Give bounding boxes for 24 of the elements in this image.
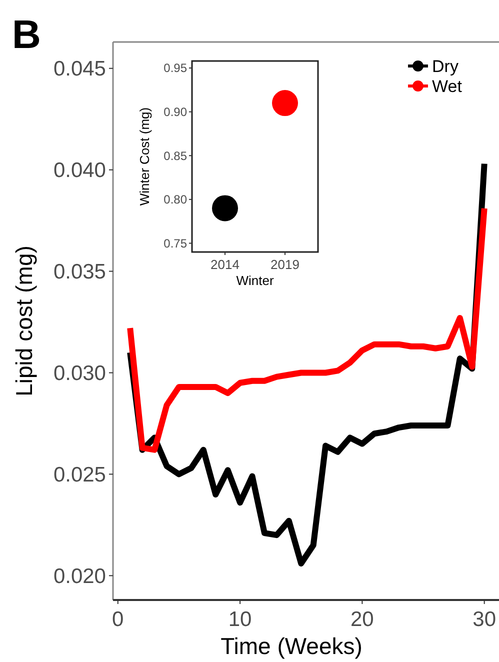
y-tick-label: 0.85: [164, 148, 188, 163]
y-tick-label: 0.045: [53, 58, 106, 81]
x-tick-label: 10: [228, 608, 252, 631]
y-tick-label: 0.95: [164, 61, 188, 76]
x-tick-label: 2019: [270, 257, 300, 272]
y-tick-label: 0.020: [53, 565, 106, 588]
legend-label: Wet: [432, 76, 462, 96]
y-tick-label: 0.75: [164, 236, 188, 250]
legend-label: Dry: [432, 56, 459, 76]
x-tick-label: 2014: [210, 257, 240, 272]
y-axis-title: Winter Cost (mg): [137, 107, 152, 206]
text: B: [12, 13, 41, 57]
x-tick-label: 0: [112, 608, 124, 631]
y-tick-label: 0.90: [164, 105, 188, 120]
y-axis-title: Lipid cost (mg): [11, 246, 37, 396]
y-tick-label: 0.035: [53, 260, 106, 284]
x-tick-label: 30: [472, 608, 496, 631]
x-axis-title: Time (Weeks): [220, 633, 362, 659]
y-tick-label: 0.025: [53, 464, 106, 487]
x-tick-label: 20: [350, 608, 374, 631]
y-tick-label: 0.030: [53, 362, 106, 386]
x-axis-title: Winter: [236, 273, 274, 288]
y-tick-label: 0.040: [53, 159, 106, 182]
y-tick-label: 0.80: [164, 192, 188, 207]
